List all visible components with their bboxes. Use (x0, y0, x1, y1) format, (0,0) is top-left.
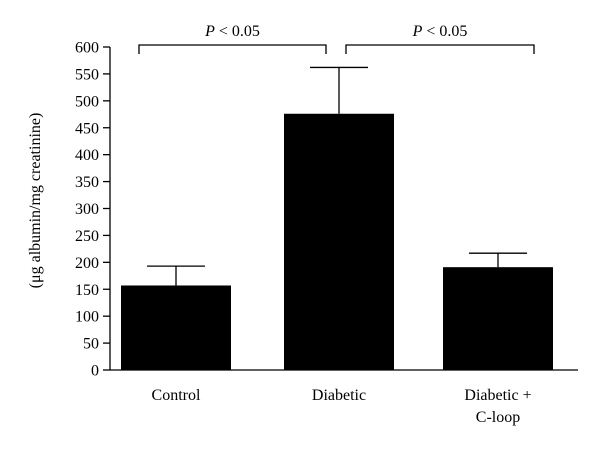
y-tick-label: 50 (83, 336, 99, 353)
y-tick-label: 100 (75, 309, 99, 326)
x-category-label: Diabetic (312, 387, 366, 404)
y-tick-label: 500 (75, 93, 99, 110)
y-tick-label: 200 (75, 255, 99, 272)
y-tick-label: 300 (75, 201, 99, 218)
significance-bracket (345, 44, 535, 54)
y-tick-label: 400 (75, 147, 99, 164)
y-tick-label: 350 (75, 174, 99, 191)
x-category-label: Control (152, 387, 201, 404)
bar (443, 267, 553, 370)
bar (284, 113, 394, 371)
significance-label: P < 0.05 (412, 23, 468, 40)
y-tick-label: 250 (75, 228, 99, 245)
y-tick-label: 450 (75, 120, 99, 137)
y-tick-label: 150 (75, 282, 99, 299)
bar (121, 285, 231, 370)
y-tick-label: 0 (91, 363, 99, 380)
y-tick-label: 600 (75, 40, 99, 57)
significance-label: P < 0.05 (204, 23, 260, 40)
x-category-label: Diabetic + (464, 387, 531, 404)
y-axis-label: (μg albumin/mg creatinine) (27, 113, 44, 289)
significance-bracket (138, 44, 327, 54)
x-category-label: C-loop (476, 409, 520, 426)
y-tick-label: 550 (75, 66, 99, 83)
